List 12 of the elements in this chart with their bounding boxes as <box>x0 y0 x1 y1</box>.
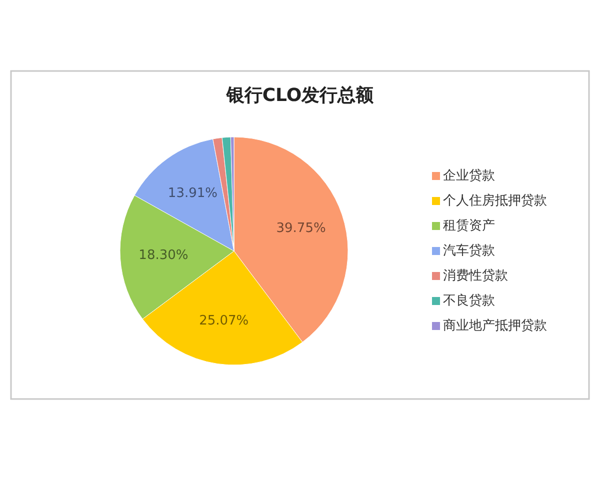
data-label: 18.30% <box>138 248 188 264</box>
chart-title: 银行CLO发行总额 <box>225 85 375 106</box>
legend-label: 企业贷款 <box>443 168 495 184</box>
legend-label: 商业地产抵押贷款 <box>443 318 547 334</box>
data-label: 39.75% <box>276 221 326 236</box>
legend-label: 个人住房抵押贷款 <box>443 192 547 208</box>
legend-label: 消费性贷款 <box>443 268 508 284</box>
data-label: 13.91% <box>168 186 218 202</box>
legend-label: 不良贷款 <box>443 294 495 308</box>
legend-label: 租赁资产 <box>443 218 495 234</box>
data-label: 25.07% <box>199 313 249 328</box>
legend-label: 汽车贷款 <box>443 244 495 258</box>
